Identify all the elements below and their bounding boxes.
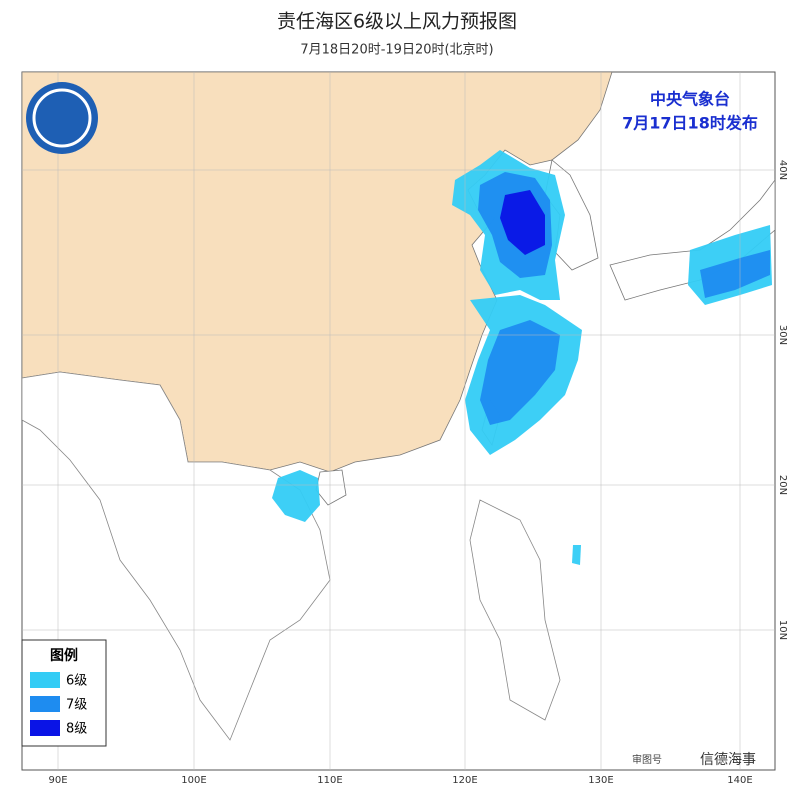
map-subtitle: 7月18日20时-19日20时(北京时) xyxy=(300,43,493,58)
legend-title: 图例 xyxy=(50,647,78,664)
latitude-label: 20N xyxy=(777,475,788,495)
wind-area xyxy=(272,470,320,522)
land-layer xyxy=(22,72,775,741)
legend-label: 7级 xyxy=(66,698,87,713)
wind-area xyxy=(572,545,581,565)
map-title: 责任海区6级以上风力预报图 xyxy=(277,11,517,33)
legend-label: 8级 xyxy=(66,722,87,737)
approval-number: 审图号 xyxy=(632,753,662,766)
latitude-label: 40N xyxy=(777,160,788,180)
legend-label: 6级 xyxy=(66,674,87,689)
longitude-label: 90E xyxy=(48,775,67,786)
wind-area xyxy=(480,320,560,425)
wind-area xyxy=(500,190,545,255)
philippines xyxy=(469,499,561,721)
graticule: 90E 100E 110E 120E 130E 140E 40N 30N 20N 10N xyxy=(22,72,788,786)
wind-area xyxy=(700,250,770,298)
longitude-label: 110E xyxy=(317,775,342,786)
legend-swatch xyxy=(30,672,60,688)
longitude-label: 100E xyxy=(181,775,206,786)
legend-swatch xyxy=(30,696,60,712)
latitude-label: 10N xyxy=(777,620,788,640)
longitude-label: 120E xyxy=(452,775,477,786)
logo-ring xyxy=(32,88,92,148)
logo xyxy=(26,82,98,154)
watermark: 信德海事 xyxy=(700,752,756,768)
longitude-label: 140E xyxy=(727,775,752,786)
longitude-label: 130E xyxy=(588,775,613,786)
issue-time: 7月17日18时发布 xyxy=(622,114,758,133)
latitude-label: 30N xyxy=(777,325,788,345)
issuer-agency: 中央气象台 xyxy=(650,90,730,109)
legend-swatch xyxy=(30,720,60,736)
